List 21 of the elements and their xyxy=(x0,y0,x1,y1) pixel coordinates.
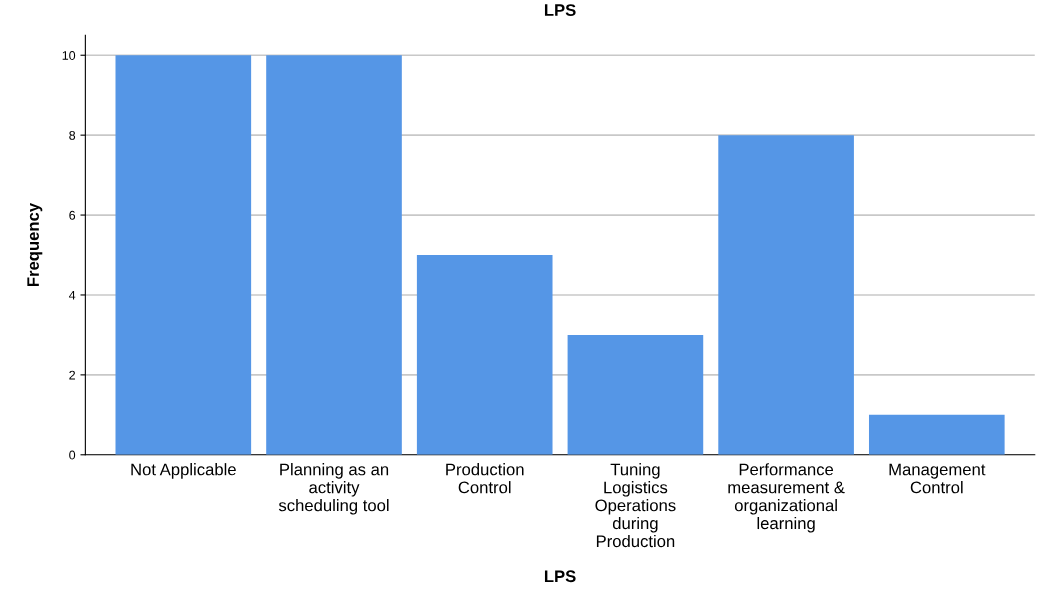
y-tick-label: 6 xyxy=(69,210,76,220)
y-axis-title: Frequency xyxy=(27,202,43,287)
y-tick-label: 4 xyxy=(68,290,76,300)
x-tick-label: Tuning Logistics Operations during Production xyxy=(595,463,676,548)
y-tick-label: 8 xyxy=(69,130,76,140)
bar xyxy=(567,334,704,455)
bar xyxy=(266,55,402,455)
chart-title: LPS xyxy=(544,4,576,16)
bar xyxy=(868,414,1005,455)
bar xyxy=(115,55,252,455)
x-tick-label: Performance measurement & organizational learning xyxy=(728,463,845,533)
bar xyxy=(416,255,553,455)
x-tick-label: Planning as an activity scheduling tool xyxy=(278,463,389,515)
x-axis-title: LPS xyxy=(544,570,576,583)
y-tick-label: 0 xyxy=(69,450,76,460)
x-tick-label: Not Applicable xyxy=(131,463,236,479)
y-tick-label: 2 xyxy=(69,370,76,380)
x-tick-label: Production Control xyxy=(446,463,524,494)
bar xyxy=(718,135,854,455)
y-tick-label: 10 xyxy=(62,51,76,60)
x-tick-label: Management Control xyxy=(889,463,986,494)
